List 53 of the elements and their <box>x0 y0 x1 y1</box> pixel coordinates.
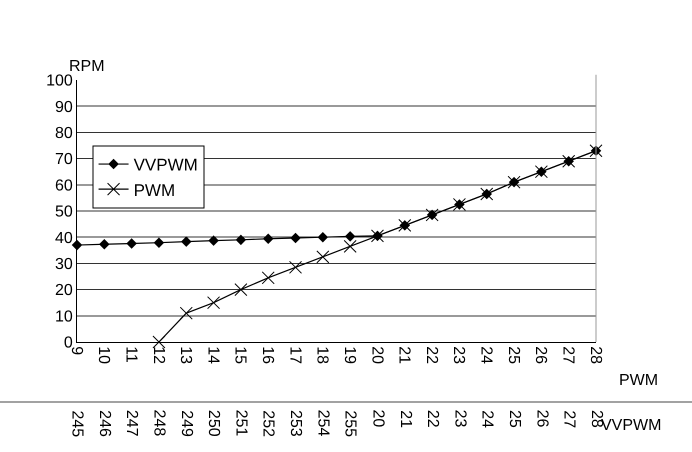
y-tick-label: 30 <box>55 256 73 273</box>
text: 253 <box>287 410 304 437</box>
text: 252 <box>260 410 277 438</box>
text: 20 <box>369 410 386 428</box>
x-tick-label: 19 <box>340 346 358 364</box>
text: 251 <box>232 410 250 436</box>
text: 24 <box>478 410 496 428</box>
text: 246 <box>96 410 113 437</box>
y-tick-label: 20 <box>55 282 73 300</box>
x-tick-label: 10 <box>95 346 112 364</box>
y-tick-label: 40 <box>55 230 73 247</box>
text: 25 <box>506 410 524 428</box>
x-tick-label: 24 <box>478 346 495 364</box>
x-tick-label: 11 <box>122 346 140 363</box>
text: 21 <box>396 410 414 428</box>
x-tick-label: 16 <box>259 346 276 364</box>
legend-label: VVPWM <box>134 156 198 175</box>
y-axis-title: RPM <box>69 58 105 75</box>
text: 247 <box>123 410 140 437</box>
y-tick-label: 80 <box>55 125 73 142</box>
legend-label: PWM <box>134 180 176 200</box>
text: 27 <box>560 410 578 428</box>
x-tick-label: 25 <box>504 346 522 364</box>
text: 248 <box>150 410 168 436</box>
y-tick-label: 90 <box>55 98 73 116</box>
x-tick-label: 22 <box>422 346 440 364</box>
x-tick-label: 15 <box>232 346 249 364</box>
y-tick-label: 50 <box>55 204 73 221</box>
x-tick-label: 28 <box>586 346 604 364</box>
x-tick-label: 13 <box>177 346 194 364</box>
y-tick-label: 60 <box>55 177 73 194</box>
text: 26 <box>533 410 550 428</box>
text: 254 <box>314 410 332 436</box>
x-tick-label: 17 <box>286 346 304 364</box>
y-tick-label: 100 <box>46 72 73 90</box>
y-tick-label: 0 <box>64 334 73 352</box>
text: 22 <box>424 410 442 428</box>
x-tick-label: 21 <box>396 346 413 364</box>
text: 250 <box>205 410 222 437</box>
x-tick-label: 26 <box>532 346 550 364</box>
x-tick-label: 14 <box>204 346 222 364</box>
text: 245 <box>68 410 86 438</box>
x-tick-label: 12 <box>150 346 167 364</box>
x-tick-label: 20 <box>368 346 386 364</box>
text: 255 <box>342 410 359 438</box>
y-tick-label: 70 <box>55 151 73 168</box>
x-axis-title: PWM <box>619 372 658 389</box>
y-tick-label: 10 <box>55 308 73 326</box>
text: 23 <box>451 410 468 428</box>
x-tick-label: 18 <box>314 346 331 364</box>
x-tick-label: 27 <box>559 346 576 364</box>
x-tick-label: 23 <box>450 346 468 364</box>
text: 249 <box>178 410 195 438</box>
